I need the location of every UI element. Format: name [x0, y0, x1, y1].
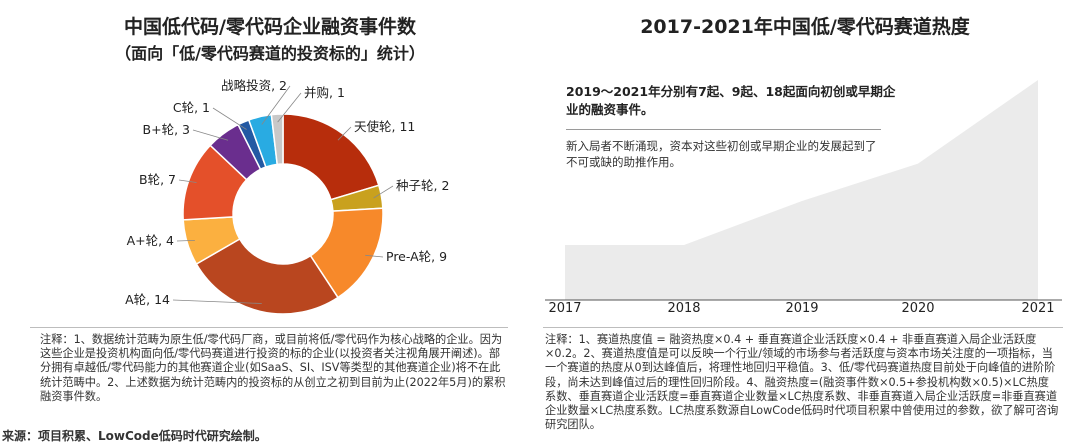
donut-data-label-5: A+轮, 4 [127, 233, 174, 248]
donut-slice-4 [195, 237, 339, 315]
right-chart-title: 2017-2021年中国低/零代码赛道热度 [640, 16, 970, 38]
donut-data-label-3: Pre-A轮, 9 [386, 249, 447, 264]
left-chart-subtitle: （面向「低/零代码赛道的投资标的」统计） [115, 44, 425, 63]
x-tick-label-2017: 2017 [548, 301, 581, 316]
leader-line-6 [178, 179, 197, 183]
left-chart-note: 注释：1、数据统计范畴为原生低/零代码厂商，或目前将低/零代码作为核心战略的企业… [40, 333, 506, 403]
leader-line-4 [172, 299, 262, 304]
x-tick-label-2020: 2020 [901, 301, 934, 316]
callout-text: 新入局者不断涌现，资本对这些初创或早期企业的发展起到了不可或缺的助推作用。 [566, 139, 877, 169]
donut-data-label-8: C轮, 1 [173, 100, 210, 115]
donut-chart: 天使轮, 11 种子轮, 2 Pre-A轮, 9 A轮, 14 A+轮, 4 B轮, 7 B… [125, 78, 449, 315]
x-tick-label-2019: 2019 [785, 301, 818, 316]
leader-line-1 [337, 126, 352, 141]
leader-line-10 [277, 92, 302, 123]
leader-line-2 [373, 185, 394, 199]
donut-slice-10 [270, 113, 284, 166]
right-note-divider [543, 327, 1063, 328]
source-text: 来源：项目积累、LowCode低码时代研究绘制。 [2, 429, 267, 443]
leader-line-7 [192, 129, 229, 141]
leader-line-5 [176, 239, 195, 242]
leader-line-8 [212, 107, 247, 130]
donut-data-label-2: 种子轮, 2 [396, 178, 449, 193]
donut-slice-1 [282, 113, 380, 201]
leader-line-9 [261, 85, 291, 125]
left-chart-title: 中国低代码/零代码企业融资事件数 [124, 16, 416, 38]
x-tick-label-2018: 2018 [667, 301, 700, 316]
left-note-divider [30, 327, 508, 328]
right-chart-note: 注释：1、赛道热度值 = 融资热度×0.4 + 垂直赛道企业活跃度×0.4 + … [545, 333, 1059, 432]
donut-data-label-4: A轮, 14 [125, 292, 170, 307]
donut-data-label-9: 战略投资, 2 [221, 78, 287, 93]
x-tick-label-2021: 2021 [1021, 301, 1054, 316]
area-chart: 2017 2018 2019 2020 2021 [545, 80, 1062, 316]
area-series [565, 80, 1038, 300]
donut-data-label-6: B轮, 7 [139, 172, 176, 187]
donut-data-label-7: B+轮, 3 [143, 122, 190, 137]
callout-divider [566, 129, 881, 130]
callout-bold-text: 2019～2021年分别有7起、9起、18起面向初创或早期企业的融资事件。 [566, 84, 896, 117]
leader-line-3 [365, 254, 384, 258]
donut-data-label-1: 天使轮, 11 [354, 119, 415, 134]
donut-data-label-10: 并购, 1 [304, 85, 345, 100]
